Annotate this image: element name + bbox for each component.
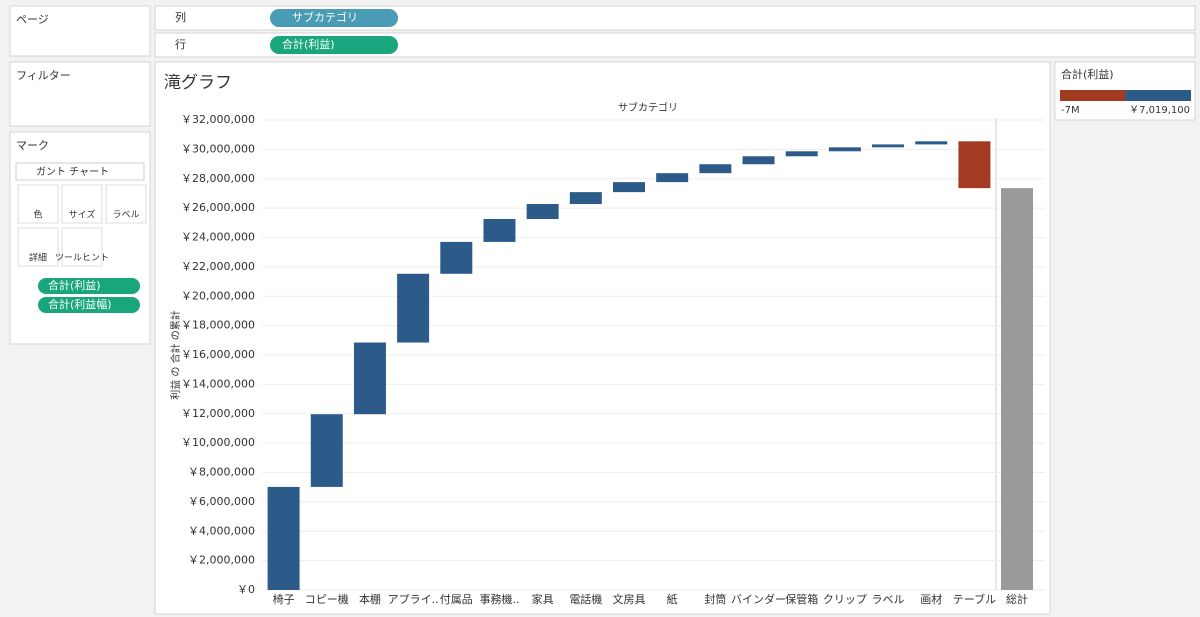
x-tick-label: アプライ..: [388, 593, 439, 606]
rows-pill-label: 合計(利益): [282, 37, 335, 51]
bar: [310, 414, 343, 487]
columns-pill-label: サブカテゴリ: [292, 10, 358, 24]
x-tick-label: バインダー: [731, 592, 786, 606]
x-tick-label: 総計: [1006, 592, 1028, 606]
y-tick-label: ￥26,000,000: [181, 201, 255, 214]
legend-min: -7M: [1061, 105, 1080, 116]
rows-pill[interactable]: [270, 36, 398, 54]
y-tick-label: ￥10,000,000: [181, 436, 255, 449]
legend-title: 合計(利益): [1061, 67, 1114, 81]
chart-title: 滝グラフ: [164, 73, 232, 93]
y-tick-label: ￥16,000,000: [181, 348, 255, 361]
columns-pill[interactable]: [270, 9, 398, 27]
bar: [872, 144, 905, 148]
x-tick-label: 付属品: [440, 593, 473, 606]
x-tick-label: 電話機: [569, 592, 602, 606]
x-tick-label: 事務機..: [479, 592, 519, 606]
y-tick-label: ￥14,000,000: [181, 377, 255, 390]
bar: [440, 241, 473, 274]
x-tick-label: ラベル: [872, 593, 905, 606]
bar: [656, 173, 689, 183]
mark-pill[interactable]: [38, 278, 140, 294]
y-tick-label: ￥6,000,000: [188, 495, 255, 508]
rows-label: 行: [175, 38, 186, 51]
y-tick-label: ￥0: [237, 583, 255, 596]
bar: [353, 342, 386, 415]
x-tick-label: 家具: [532, 592, 554, 606]
mark-button-label: 詳細: [29, 252, 47, 264]
x-tick-label: 本棚: [359, 592, 381, 606]
bar: [915, 141, 948, 145]
y-tick-label: ￥22,000,000: [181, 260, 255, 273]
y-tick-label: ￥8,000,000: [188, 466, 255, 479]
y-tick-label: ￥18,000,000: [181, 319, 255, 332]
filters-label: フィルター: [16, 69, 71, 82]
y-tick-label: ￥28,000,000: [181, 172, 255, 185]
mark-type-dropdown[interactable]: [15, 162, 145, 181]
x-tick-label: 画材: [920, 592, 942, 606]
legend-ramp: [1060, 90, 1191, 101]
pages-label: ページ: [16, 13, 49, 26]
bar: [483, 219, 516, 242]
bar: [569, 192, 602, 205]
mark-type: ガント チャート: [36, 166, 109, 178]
mark-pill[interactable]: [38, 297, 140, 313]
y-axis-label: 利益 の 合計 の累計: [169, 310, 182, 400]
y-tick-label: ￥20,000,000: [181, 289, 255, 302]
bar: [613, 182, 645, 193]
mark-pill-label: 合計(利益): [48, 278, 101, 292]
marks-label: マーク: [16, 139, 49, 152]
y-tick-label: ￥4,000,000: [188, 524, 255, 537]
bar: [785, 151, 818, 157]
pages-card: [9, 5, 151, 57]
legend-max: ￥7,019,100: [1129, 105, 1190, 116]
y-tick-label: ￥2,000,000: [188, 554, 255, 567]
mark-button[interactable]: [61, 227, 103, 267]
total-bar: [1001, 188, 1033, 591]
mark-button-label: ラベル: [112, 210, 139, 221]
bar: [958, 141, 991, 189]
bar: [699, 164, 732, 174]
columns-label: 列: [175, 10, 186, 24]
y-tick-label: ￥24,000,000: [181, 231, 255, 244]
y-tick-label: ￥32,000,000: [181, 113, 255, 126]
bar: [742, 156, 775, 165]
x-tick-label: クリップ: [823, 593, 867, 606]
mark-button-label: サイズ: [69, 209, 96, 221]
mark-pill-label: 合計(利益幅): [48, 297, 112, 311]
mark-button-label: 色: [33, 209, 42, 221]
x-tick-label: 保管箱: [785, 592, 818, 606]
x-header: サブカテゴリ: [618, 101, 678, 114]
chart-panel: [154, 61, 1051, 615]
x-tick-label: 椅子: [273, 592, 295, 606]
bar: [397, 273, 430, 343]
bar: [267, 486, 300, 590]
x-tick-label: 文房具: [613, 592, 646, 606]
x-tick-label: テーブル: [953, 592, 996, 606]
x-tick-label: 封筒: [704, 592, 726, 606]
mark-button[interactable]: [17, 227, 59, 267]
x-tick-label: 紙: [667, 592, 678, 606]
y-tick-label: ￥30,000,000: [181, 142, 255, 155]
mark-button-label: ツールヒント: [55, 253, 109, 264]
x-tick-label: コピー機: [305, 592, 349, 606]
mark-button[interactable]: [17, 184, 59, 224]
y-tick-label: ￥12,000,000: [181, 407, 255, 420]
mark-button[interactable]: [61, 184, 103, 224]
mark-button[interactable]: [105, 184, 147, 224]
bar: [828, 147, 861, 152]
filters-card: [9, 61, 151, 127]
bar: [526, 204, 559, 220]
